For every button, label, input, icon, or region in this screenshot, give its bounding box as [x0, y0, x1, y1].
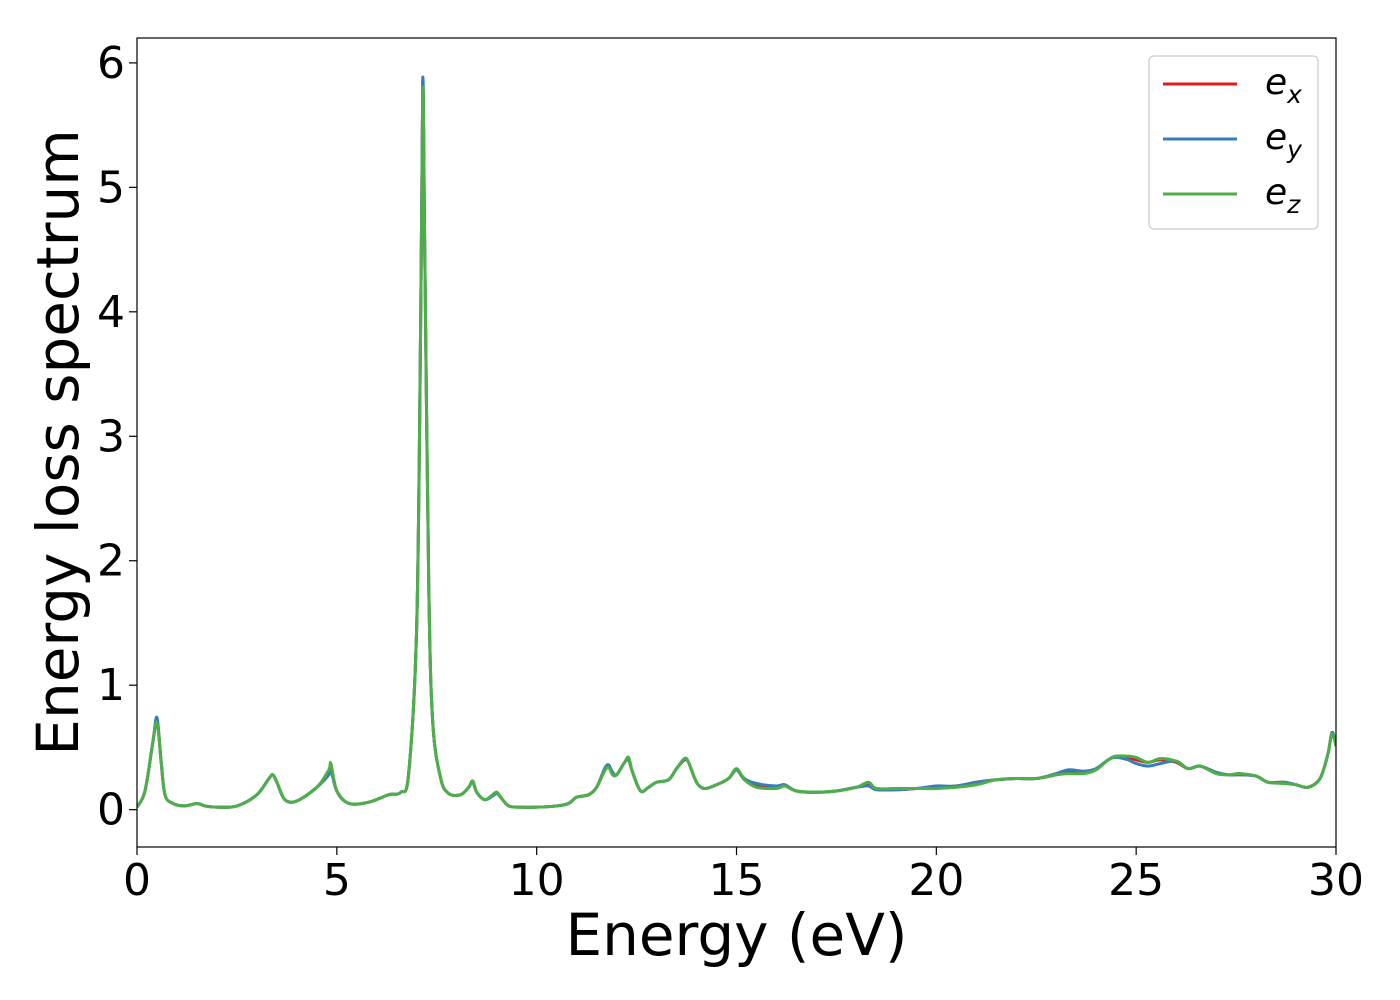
y-tick-label: 4 [97, 287, 125, 338]
legend-label-x: ex [1265, 62, 1302, 109]
y-axis-title: Energy loss spectrum [24, 129, 92, 755]
x-tick-label: 0 [123, 855, 151, 906]
legend-box [1148, 55, 1319, 230]
y-tick-label: 0 [97, 785, 125, 836]
x-tick-label: 20 [908, 855, 964, 906]
legend-label-y: ey [1265, 117, 1303, 164]
x-tick-label: 25 [1108, 855, 1164, 906]
series-layer [137, 75, 1336, 809]
x-tick-label: 5 [323, 855, 351, 906]
x-axis-title: Energy (eV) [565, 901, 907, 969]
x-tick-label: 30 [1308, 855, 1364, 906]
legend-label-z: ez [1265, 172, 1301, 219]
x-tick-label: 15 [709, 855, 765, 906]
x-tick-label: 10 [509, 855, 565, 906]
y-tick-label: 6 [97, 38, 125, 89]
series-line-z [137, 85, 1336, 809]
legend: ex ey ez [1148, 55, 1319, 230]
x-axis-ticks: 0 5 10 15 20 25 30 [123, 847, 1364, 906]
y-tick-label: 5 [97, 162, 125, 213]
y-tick-label: 3 [97, 411, 125, 462]
y-tick-label: 2 [97, 536, 125, 587]
y-tick-label: 1 [97, 660, 125, 711]
y-axis-ticks: 0 1 2 3 4 5 6 [97, 38, 137, 836]
